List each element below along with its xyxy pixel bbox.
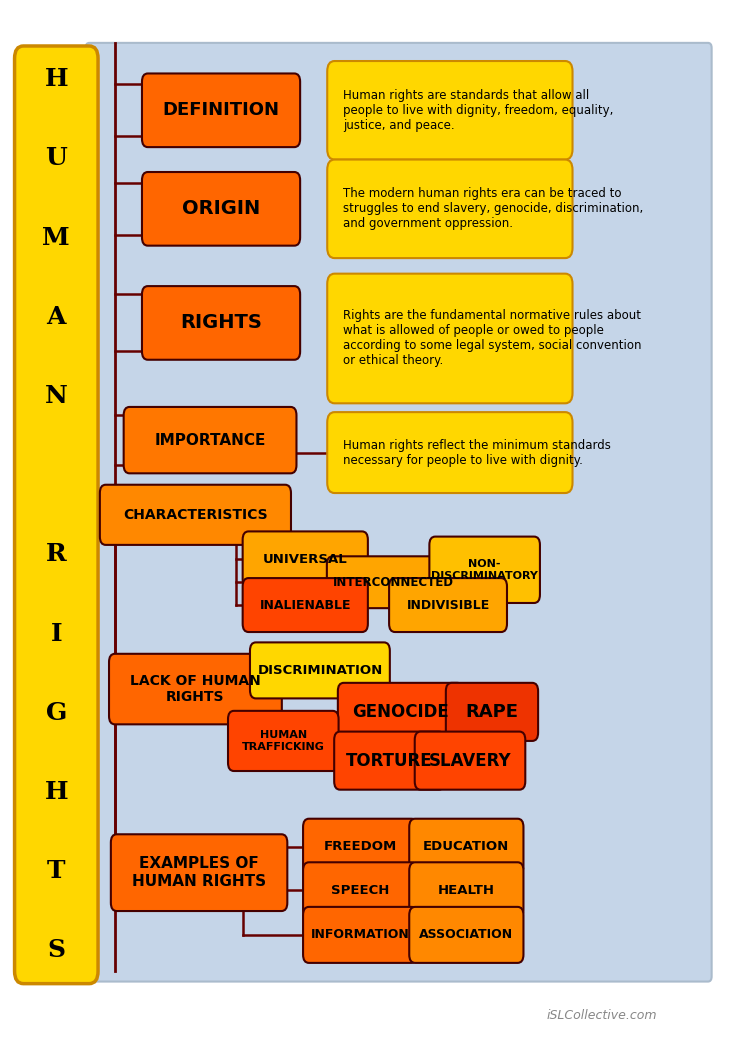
Text: HEALTH: HEALTH (438, 884, 495, 896)
FancyBboxPatch shape (303, 907, 417, 963)
Text: HUMAN
TRAFFICKING: HUMAN TRAFFICKING (242, 730, 325, 752)
FancyBboxPatch shape (15, 46, 98, 984)
Text: SPEECH: SPEECH (331, 884, 390, 896)
FancyBboxPatch shape (228, 711, 339, 771)
FancyBboxPatch shape (85, 43, 711, 982)
Text: H: H (45, 780, 68, 804)
Text: G: G (46, 701, 67, 725)
FancyBboxPatch shape (327, 556, 459, 608)
Text: FREEDOM: FREEDOM (323, 840, 397, 853)
Text: M: M (43, 226, 70, 250)
Text: I: I (51, 622, 62, 646)
FancyBboxPatch shape (100, 485, 291, 545)
Text: S: S (47, 938, 65, 962)
FancyBboxPatch shape (429, 537, 540, 603)
Text: RAPE: RAPE (465, 703, 518, 721)
FancyBboxPatch shape (142, 74, 300, 147)
Text: Human rights are standards that allow all
people to live with dignity, freedom, : Human rights are standards that allow al… (343, 88, 614, 132)
FancyBboxPatch shape (409, 907, 523, 963)
FancyBboxPatch shape (389, 578, 507, 632)
Text: ASSOCIATION: ASSOCIATION (419, 929, 514, 941)
Text: Human rights reflect the minimum standards
necessary for people to live with dig: Human rights reflect the minimum standar… (343, 439, 612, 467)
Text: A: A (46, 305, 66, 329)
Text: TORTURE: TORTURE (346, 752, 433, 770)
FancyBboxPatch shape (243, 578, 368, 632)
FancyBboxPatch shape (446, 683, 538, 740)
Text: NON-
DISCRIMINATORY: NON- DISCRIMINATORY (431, 558, 538, 580)
Text: R: R (46, 543, 67, 567)
FancyBboxPatch shape (250, 643, 390, 699)
FancyBboxPatch shape (409, 818, 523, 875)
FancyBboxPatch shape (327, 412, 573, 493)
Text: EDUCATION: EDUCATION (423, 840, 509, 853)
FancyBboxPatch shape (142, 286, 300, 360)
Text: iSLCollective.com: iSLCollective.com (547, 1009, 657, 1022)
Text: UNIVERSAL: UNIVERSAL (263, 553, 348, 566)
Text: INTERCONNECTED: INTERCONNECTED (333, 576, 453, 589)
Text: INFORMATION: INFORMATION (311, 929, 409, 941)
FancyBboxPatch shape (142, 172, 300, 245)
Text: INDIVISIBLE: INDIVISIBLE (406, 599, 490, 612)
Text: ORIGIN: ORIGIN (182, 200, 260, 218)
FancyBboxPatch shape (415, 731, 526, 789)
FancyBboxPatch shape (109, 654, 282, 724)
Text: T: T (47, 859, 65, 883)
Text: DEFINITION: DEFINITION (162, 101, 279, 120)
Text: LACK OF HUMAN
RIGHTS: LACK OF HUMAN RIGHTS (130, 674, 261, 704)
Text: N: N (45, 384, 68, 408)
FancyBboxPatch shape (111, 834, 287, 911)
Text: Rights are the fundamental normative rules about
what is allowed of people or ow: Rights are the fundamental normative rul… (343, 310, 642, 367)
FancyBboxPatch shape (327, 61, 573, 159)
FancyBboxPatch shape (327, 159, 573, 258)
Text: SLAVERY: SLAVERY (429, 752, 512, 770)
Text: EXAMPLES OF
HUMAN RIGHTS: EXAMPLES OF HUMAN RIGHTS (132, 857, 266, 889)
FancyBboxPatch shape (243, 531, 368, 588)
FancyBboxPatch shape (123, 407, 296, 473)
FancyBboxPatch shape (338, 683, 463, 740)
Text: CHARACTERISTICS: CHARACTERISTICS (123, 508, 268, 522)
FancyBboxPatch shape (327, 274, 573, 404)
FancyBboxPatch shape (409, 862, 523, 918)
Text: H: H (45, 68, 68, 92)
Text: GENOCIDE: GENOCIDE (352, 703, 449, 721)
Text: The modern human rights era can be traced to
struggles to end slavery, genocide,: The modern human rights era can be trace… (343, 187, 644, 230)
Text: RIGHTS: RIGHTS (180, 313, 262, 333)
FancyBboxPatch shape (303, 862, 417, 918)
Text: DISCRIMINATION: DISCRIMINATION (257, 664, 382, 677)
Text: IMPORTANCE: IMPORTANCE (154, 433, 266, 447)
FancyBboxPatch shape (303, 818, 417, 875)
Text: U: U (46, 147, 67, 171)
FancyBboxPatch shape (334, 731, 445, 789)
Text: INALIENABLE: INALIENABLE (259, 599, 351, 612)
